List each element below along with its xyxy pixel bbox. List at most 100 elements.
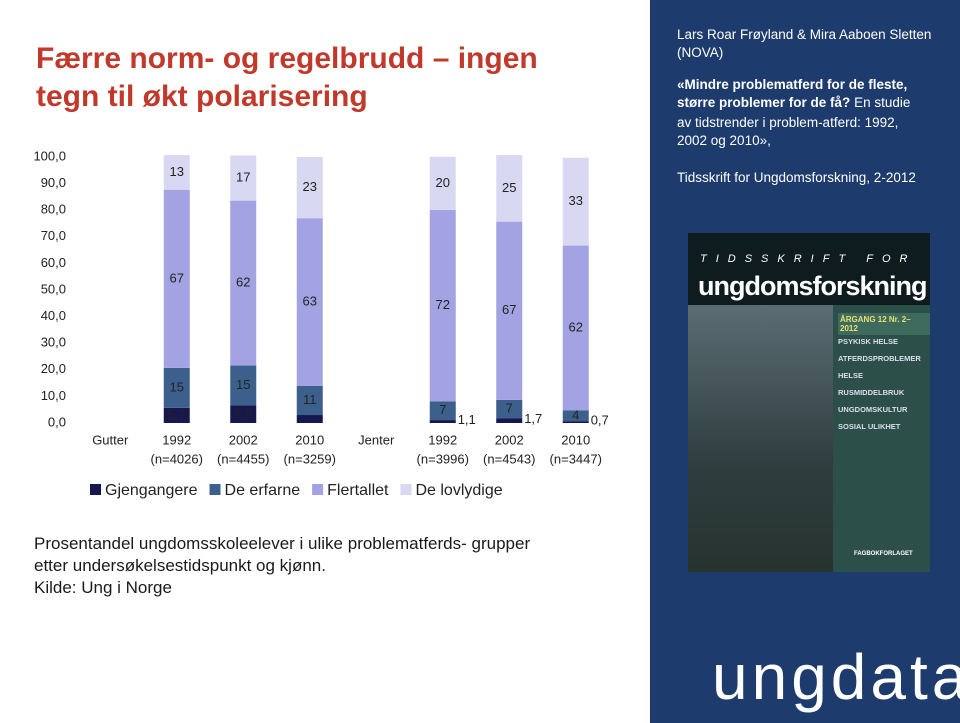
cover-topics: PSYKISK HELSE ATFERDSPROBLEMER HELSE RUSMID… <box>838 333 921 435</box>
caption-line: etter undersøkelsestidspunkt og kjønn. <box>34 556 326 575</box>
y-tick-label: 20,0 <box>41 361 66 376</box>
cover-title: ungdomsforskning <box>698 271 927 301</box>
x-tick-sublabel: (n=4543) <box>483 451 535 466</box>
y-tick-label: 50,0 <box>41 281 66 296</box>
y-tick-label: 0,0 <box>48 414 66 429</box>
article-title-bold: større problemer for de få? <box>677 95 851 110</box>
cover-topic: RUSMIDDELBRUK <box>838 388 905 397</box>
bar-segment <box>496 221 523 400</box>
bar-segment <box>230 155 257 201</box>
slide-title: Færre norm- og regelbrudd – ingen tegn t… <box>36 40 538 116</box>
caption: Prosentandel ungdomsskoleelever i ulike … <box>34 533 530 599</box>
journal: Tidsskrift for Ungdomsforskning, 2-2012 <box>677 170 916 185</box>
article-title: 2002 og 2010», <box>677 133 771 148</box>
value-label: 0,7 <box>591 413 609 428</box>
value-label: 4 <box>572 407 579 422</box>
bar-segment <box>296 218 323 386</box>
value-label: 15 <box>236 377 250 392</box>
x-tick-sublabel: (n=3447) <box>550 451 602 466</box>
bar-segment <box>429 401 456 421</box>
bar-segment <box>429 209 456 402</box>
chart: 0,0 10,0 20,0 30,0 40,0 50,0 60,0 70,0 80,0 90,0 1… <box>33 148 609 499</box>
x-tick-label: 2010 <box>295 432 324 447</box>
x-tick-label: 1992 <box>162 432 191 447</box>
bar-segment <box>296 157 323 219</box>
cover-topic: ATFERDSPROBLEMER <box>838 354 921 363</box>
caption-line: Kilde: Ung i Norge <box>34 578 172 597</box>
author: Lars Roar Frøyland & Mira Aaboen Sletten <box>677 27 932 42</box>
x-tick-label: Jenter <box>358 432 395 447</box>
value-label: 6,6 <box>234 406 252 421</box>
legend-label: De lovlydige <box>415 482 502 499</box>
y-tick-label: 40,0 <box>41 308 66 323</box>
author: (NOVA) <box>677 45 724 60</box>
y-tick-label: 70,0 <box>41 228 66 243</box>
bar-segment <box>496 155 523 222</box>
x-tick-label: 2002 <box>229 432 258 447</box>
side-panel: Lars Roar Frøyland & Mira Aaboen Sletten… <box>650 0 960 723</box>
value-label: 7 <box>506 401 513 416</box>
cover-topic: UNGDOMSKULTUR <box>838 405 908 414</box>
cover-publisher: FAGBOKFORLAGET <box>854 551 913 557</box>
cover-topic: SOSIAL ULIKHET <box>838 422 901 431</box>
cover-topic: PSYKISK HELSE <box>838 337 899 346</box>
bar-segment <box>562 410 589 422</box>
value-label: 23 <box>303 179 317 194</box>
value-label: 20 <box>436 175 450 190</box>
legend-label: De erfarne <box>225 482 301 499</box>
value-label: 62 <box>236 275 250 290</box>
x-tick-sublabel: (n=3259) <box>284 451 336 466</box>
value-label: 1,1 <box>458 412 476 427</box>
x-tick-label: 2010 <box>561 432 590 447</box>
article-title: «Mindre problematferd for de fleste, <box>677 77 908 92</box>
value-label: 63 <box>303 293 317 308</box>
cover-photo <box>688 305 833 572</box>
bar-segment <box>562 157 589 246</box>
y-tick-label: 90,0 <box>41 175 66 190</box>
bar-segment <box>429 420 456 423</box>
value-label: 5,7 <box>168 407 186 422</box>
journal-cover: TIDSSKRIFT FOR ungdomsforskning ÅRGANG 1… <box>688 233 930 572</box>
bar-segment <box>163 189 190 368</box>
cover-topic: HELSE <box>838 371 864 380</box>
value-label: 17 <box>236 169 250 184</box>
value-label: 33 <box>569 193 583 208</box>
x-tick-label: Gutter <box>92 432 129 447</box>
y-tick-label: 10,0 <box>41 388 66 403</box>
cover-header <box>688 233 930 305</box>
bar-segment <box>496 418 523 423</box>
y-tick-label: 60,0 <box>41 255 66 270</box>
caption-line: Prosentandel ungdomsskoleelever i ulike … <box>34 534 531 553</box>
bar-segment <box>163 407 190 423</box>
bar-segment <box>296 415 323 423</box>
x-tick-label: 2002 <box>495 432 524 447</box>
bar-segment <box>296 385 323 416</box>
article-title: av tidstrender i problem-atferd: 1992, <box>677 115 899 130</box>
title-line: tegn til økt polarisering <box>36 80 368 113</box>
bar-segment <box>163 367 190 408</box>
logo: ungdata <box>712 641 960 713</box>
legend-swatch <box>209 484 221 495</box>
legend-swatch <box>312 484 324 495</box>
bar-segment <box>562 421 589 423</box>
y-tick-label: 100,0 <box>33 148 66 163</box>
value-label: 11 <box>303 392 317 407</box>
value-label: 25 <box>502 180 516 195</box>
value-label: 72 <box>436 297 450 312</box>
legend-label: Gjengangere <box>105 482 198 499</box>
bar-segment <box>562 245 589 411</box>
value-label: 67 <box>170 270 184 285</box>
bar-segment <box>429 156 456 210</box>
article-title: større problemer for de få? En studie <box>677 94 910 112</box>
cover-kicker: TIDSSKRIFT FOR <box>700 253 917 265</box>
legend-swatch <box>400 484 412 495</box>
legend-label: Flertallet <box>327 482 389 499</box>
value-label: 62 <box>569 319 583 334</box>
legend-swatch <box>90 484 101 495</box>
x-tick-label: 1992 <box>428 432 457 447</box>
bar-segment <box>163 155 190 190</box>
bar-segment <box>230 200 257 366</box>
bar-segment <box>496 399 523 419</box>
title-line: Færre norm- og regelbrudd – ingen <box>36 42 538 75</box>
